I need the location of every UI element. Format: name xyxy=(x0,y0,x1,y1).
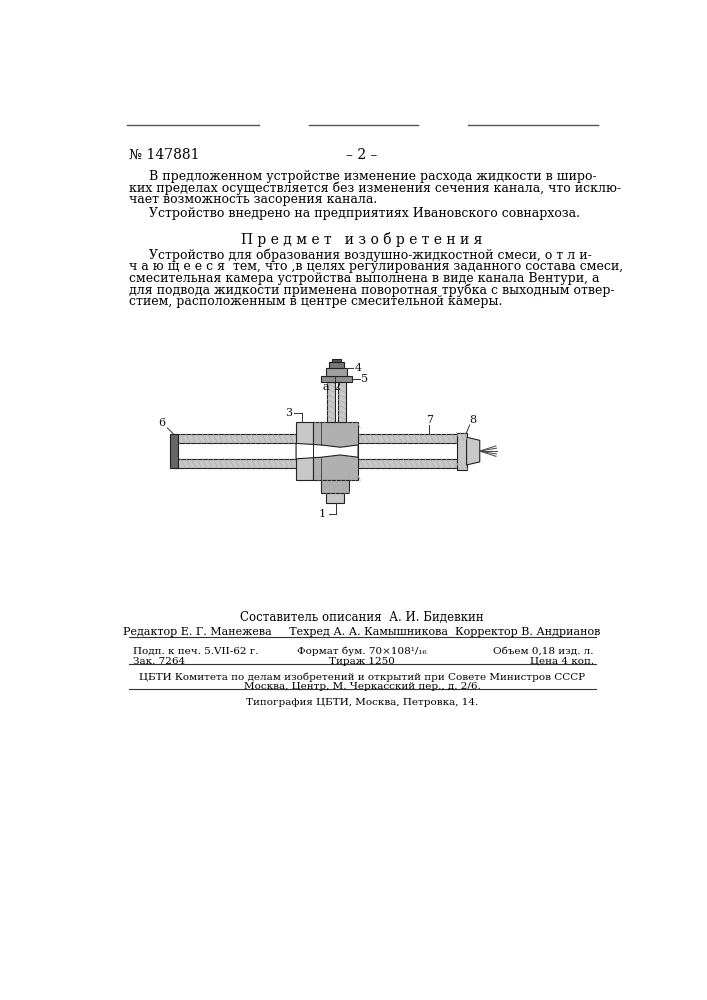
Polygon shape xyxy=(174,434,298,443)
Text: Редактор Е. Г. Манежева     Техред А. А. Камышникова  Корректор В. Андрианов: Редактор Е. Г. Манежева Техред А. А. Кам… xyxy=(123,627,601,637)
Text: Составитель описания  А. И. Бидевкин: Составитель описания А. И. Бидевкин xyxy=(240,611,484,624)
Text: Подп. к печ. 5.VII-62 г.: Подп. к печ. 5.VII-62 г. xyxy=(134,647,259,656)
Text: ч а ю щ е е с я  тем, что ,в целях регулирования заданного состава смеси,: ч а ю щ е е с я тем, что ,в целях регули… xyxy=(129,260,623,273)
Polygon shape xyxy=(170,434,177,468)
Text: Тираж 1250: Тираж 1250 xyxy=(329,657,395,666)
Polygon shape xyxy=(329,362,344,368)
Text: Объем 0,18 изд. л.: Объем 0,18 изд. л. xyxy=(493,647,594,656)
Text: 7: 7 xyxy=(426,415,433,425)
Polygon shape xyxy=(327,382,335,422)
Polygon shape xyxy=(296,443,358,459)
Text: Зак. 7264: Зак. 7264 xyxy=(134,657,185,666)
Text: для подвода жидкости применена поворотная трубка с выходным отвер-: для подвода жидкости применена поворотна… xyxy=(129,283,614,297)
Polygon shape xyxy=(338,382,346,422)
Text: Цена 4 коп.: Цена 4 коп. xyxy=(530,657,594,666)
Text: 8: 8 xyxy=(469,415,477,425)
Polygon shape xyxy=(457,433,467,470)
Polygon shape xyxy=(174,459,298,468)
Text: Устройство для образования воздушно-жидкостной смеси, о т л и-: Устройство для образования воздушно-жидк… xyxy=(129,249,592,262)
Polygon shape xyxy=(296,422,313,480)
Text: – 2 –: – 2 – xyxy=(346,148,378,162)
Text: 6: 6 xyxy=(158,418,165,428)
Polygon shape xyxy=(158,366,515,540)
Text: ких пределах осуществляется без изменения сечения канала, что исклю-: ких пределах осуществляется без изменени… xyxy=(129,182,621,195)
Polygon shape xyxy=(321,480,349,493)
Polygon shape xyxy=(313,422,358,480)
Polygon shape xyxy=(325,368,347,376)
Polygon shape xyxy=(467,437,480,465)
Text: 3: 3 xyxy=(285,408,292,418)
Text: чает возможность засорения канала.: чает возможность засорения канала. xyxy=(129,193,377,206)
Text: 5: 5 xyxy=(361,374,368,384)
Text: № 147881: № 147881 xyxy=(129,148,199,162)
Text: a: a xyxy=(323,382,329,392)
Polygon shape xyxy=(358,459,457,468)
Text: 2: 2 xyxy=(333,382,340,392)
Polygon shape xyxy=(321,376,352,382)
Text: Типография ЦБТИ, Москва, Петровка, 14.: Типография ЦБТИ, Москва, Петровка, 14. xyxy=(246,698,478,707)
Text: 1: 1 xyxy=(319,509,326,519)
Text: ЦБТИ Комитета по делам изобретений и открытий при Совете Министров СССР: ЦБТИ Комитета по делам изобретений и отк… xyxy=(139,672,585,682)
Polygon shape xyxy=(325,493,344,503)
Text: Москва, Центр, М. Черкасский пер., д. 2/6.: Москва, Центр, М. Черкасский пер., д. 2/… xyxy=(244,682,480,691)
Text: Устройство внедрено на предприятиях Ивановского совнархоза.: Устройство внедрено на предприятиях Иван… xyxy=(129,207,580,220)
Polygon shape xyxy=(332,359,341,362)
Text: смесительная камера устройства выполнена в виде канала Вентури, а: смесительная камера устройства выполнена… xyxy=(129,272,599,285)
Text: 4: 4 xyxy=(354,363,362,373)
Text: Формат бум. 70×108¹/₁₆: Формат бум. 70×108¹/₁₆ xyxy=(297,647,427,656)
Text: В предложенном устройстве изменение расхода жидкости в широ-: В предложенном устройстве изменение расх… xyxy=(129,170,596,183)
Text: стием, расположенным в центре смесительной камеры.: стием, расположенным в центре смесительн… xyxy=(129,295,502,308)
Text: П р е д м е т   и з о б р е т е н и я: П р е д м е т и з о б р е т е н и я xyxy=(241,232,483,247)
Polygon shape xyxy=(358,434,457,443)
